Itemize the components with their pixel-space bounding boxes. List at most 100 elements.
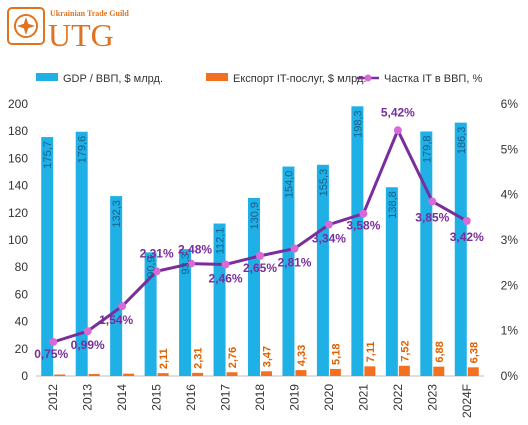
utg-logo-graphic: Ukrainian Trade Guild UTG — [7, 7, 129, 53]
export-bar — [157, 373, 169, 376]
export-value-label: 7,11 — [365, 342, 377, 363]
it-share-label: 1,54% — [99, 313, 133, 327]
export-bar — [398, 365, 410, 376]
y-left-tick-label: 20 — [15, 342, 29, 356]
x-tick-label: 2015 — [150, 384, 164, 411]
gdp-bar — [385, 187, 398, 376]
export-value-label: 6,88 — [434, 341, 446, 362]
chart-bars — [41, 106, 479, 377]
legend-label: GDP / ВВП, $ млрд. — [63, 73, 163, 85]
gdp-value-label: 154,0 — [283, 171, 295, 199]
it-share-label: 2,81% — [277, 256, 311, 270]
it-share-label: 3,34% — [312, 232, 346, 246]
utg-logo: Ukrainian Trade Guild UTG — [6, 6, 146, 53]
x-tick-label: 2021 — [356, 384, 370, 411]
gdp-value-label: 179,8 — [421, 135, 433, 163]
gdp-bar — [420, 131, 433, 376]
y-right-tick-label: 2% — [501, 278, 519, 292]
gdp-value-label: 179,6 — [77, 136, 89, 164]
it-share-label: 5,42% — [381, 105, 415, 119]
it-share-label: 2,65% — [243, 261, 277, 275]
it-share-point — [49, 338, 58, 346]
chart-axes: 0 20 40 60 80 100 120 140 160 180 200 0% 1% 2% 3% 4% 5% 6… — [8, 97, 518, 418]
legend-swatch — [206, 73, 228, 81]
logo-tagline: Ukrainian Trade Guild — [50, 9, 129, 18]
export-bar — [295, 370, 307, 376]
it-share-point — [118, 302, 127, 311]
export-bar — [261, 371, 272, 376]
emblem-frame — [7, 7, 45, 45]
it-share-point — [324, 220, 333, 229]
export-bar — [192, 372, 204, 376]
it-share-point — [393, 126, 402, 135]
gdp-bar — [213, 223, 226, 376]
gdp-bar — [248, 197, 260, 376]
x-tick-label: 2024F — [460, 384, 474, 418]
export-value-label: 7,52 — [399, 340, 411, 361]
it-share-point — [152, 267, 161, 276]
gdp-bar — [144, 252, 157, 376]
y-right-tick-label: 0% — [501, 369, 519, 383]
gdp-value-label: 132,3 — [111, 200, 123, 228]
emblem-star — [17, 17, 35, 35]
gdp-bar — [316, 164, 329, 376]
legend-swatch — [36, 73, 58, 81]
it-share-point — [83, 327, 92, 336]
export-value-label: 2,76 — [227, 347, 239, 368]
x-tick-label: 2022 — [391, 384, 405, 411]
gdp-bar — [75, 131, 88, 376]
gdp-value-label: 186,3 — [456, 127, 468, 155]
y-left-tick-label: 160 — [8, 151, 28, 165]
y-right-tick-label: 6% — [501, 97, 519, 111]
export-value-label: 2,11 — [158, 348, 170, 369]
gdp-value-label: 175,7 — [42, 141, 54, 169]
gdp-bar — [282, 166, 295, 376]
export-value-label: 5,18 — [330, 344, 342, 365]
gdp-value-label: 155,3 — [318, 169, 330, 197]
y-left-tick-label: 80 — [15, 260, 29, 274]
it-share-label: 3,42% — [450, 230, 484, 244]
y-right-tick-label: 5% — [501, 142, 519, 156]
it-share-point — [221, 260, 230, 269]
it-share-point — [290, 244, 299, 253]
export-value-label: 6,38 — [468, 342, 480, 363]
export-value-label: 4,33 — [296, 345, 308, 366]
export-value-label: 3,47 — [262, 346, 274, 367]
x-tick-label: 2013 — [81, 384, 95, 411]
gdp-bar — [454, 122, 467, 377]
export-bar — [433, 366, 445, 376]
it-share-label: 2,48% — [178, 243, 212, 257]
x-tick-label: 2016 — [184, 384, 198, 411]
y-right-tick-label: 3% — [501, 233, 519, 247]
gdp-value-label: 112,1 — [215, 228, 227, 255]
export-bar — [88, 373, 100, 376]
y-right-tick-label: 1% — [501, 324, 519, 338]
gdp-bar — [351, 106, 364, 376]
legend-label: Частка IT в ВВП, % — [384, 73, 482, 85]
it-share-point — [256, 251, 264, 260]
emblem-ring — [14, 14, 38, 38]
x-tick-label: 2014 — [115, 384, 129, 411]
y-left-tick-label: 0 — [21, 369, 28, 383]
x-tick-label: 2023 — [425, 384, 439, 411]
x-tick-label: 2017 — [219, 384, 233, 411]
export-bar — [467, 367, 479, 376]
x-tick-label: 2018 — [253, 384, 267, 411]
gdp-value-label: 130,9 — [249, 202, 261, 230]
export-bar — [364, 366, 376, 376]
export-bar — [226, 372, 238, 376]
legend-marker — [364, 74, 372, 82]
y-left-tick-label: 120 — [8, 206, 28, 220]
export-bar — [329, 368, 341, 376]
y-left-tick-label: 60 — [15, 287, 29, 301]
legend-label: Експорт IT-послуг, $ млрд. — [233, 73, 366, 85]
it-share-label: 2,46% — [209, 271, 243, 285]
it-share-label: 2,31% — [140, 246, 174, 260]
it-share-label: 3,85% — [415, 210, 449, 224]
export-bar — [54, 374, 66, 376]
y-right-tick-label: 4% — [501, 188, 519, 202]
gdp-bar — [110, 196, 123, 376]
it-share-point — [428, 197, 437, 206]
y-left-tick-label: 180 — [8, 124, 28, 138]
it-share-point — [462, 216, 471, 225]
